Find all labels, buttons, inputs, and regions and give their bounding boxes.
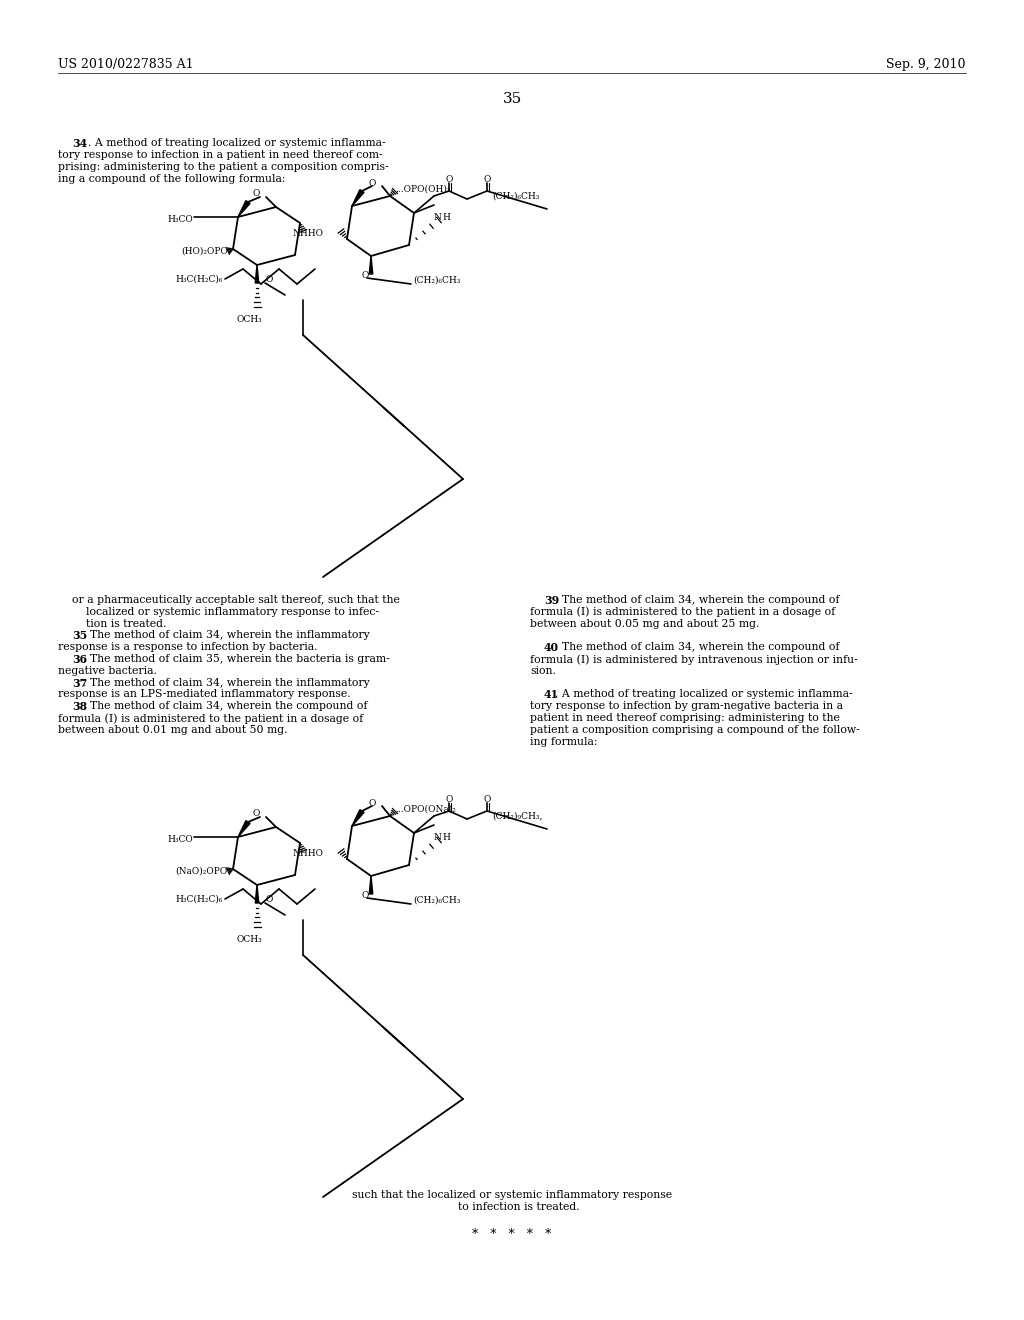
Text: 35: 35 <box>503 92 521 106</box>
Text: H₃CO: H₃CO <box>167 834 193 843</box>
Text: . A method of treating localized or systemic inflamma-: . A method of treating localized or syst… <box>88 139 386 148</box>
Text: (CH₂)₆CH₃: (CH₂)₆CH₃ <box>413 895 461 904</box>
Text: . The method of claim 34, wherein the inflammatory: . The method of claim 34, wherein the in… <box>83 631 370 640</box>
Text: such that the localized or systemic inflammatory response: such that the localized or systemic infl… <box>352 1191 672 1200</box>
Text: (CH₂)₆CH₃: (CH₂)₆CH₃ <box>413 276 461 285</box>
Text: O: O <box>483 795 490 804</box>
Polygon shape <box>370 256 373 275</box>
Text: to infection is treated.: to infection is treated. <box>444 1203 580 1212</box>
Text: ...OPO(OH)₂: ...OPO(OH)₂ <box>395 185 451 194</box>
Text: formula (I) is administered to the patient in a dosage of: formula (I) is administered to the patie… <box>58 713 364 723</box>
Text: H₃C(H₂C)₆: H₃C(H₂C)₆ <box>176 275 223 284</box>
Text: . The method of claim 34, wherein the compound of: . The method of claim 34, wherein the co… <box>555 595 840 605</box>
Polygon shape <box>238 821 250 837</box>
Text: negative bacteria.: negative bacteria. <box>58 665 157 676</box>
Text: H₃C(H₂C)₆: H₃C(H₂C)₆ <box>176 895 223 903</box>
Text: . The method of claim 34, wherein the compound of: . The method of claim 34, wherein the co… <box>83 701 368 711</box>
Text: O: O <box>252 190 260 198</box>
Text: O: O <box>361 891 369 900</box>
Text: O: O <box>445 174 453 183</box>
Text: (CH₂)₆CH₃: (CH₂)₆CH₃ <box>492 191 540 201</box>
Text: NHHO: NHHO <box>293 228 324 238</box>
Text: sion.: sion. <box>530 665 556 676</box>
Text: 41: 41 <box>544 689 559 701</box>
Text: N: N <box>434 213 442 222</box>
Text: 34: 34 <box>72 139 87 149</box>
Text: (HO)₂OPO: (HO)₂OPO <box>181 247 228 256</box>
Text: O: O <box>265 276 272 285</box>
Text: tion is treated.: tion is treated. <box>58 619 166 628</box>
Text: between about 0.05 mg and about 25 mg.: between about 0.05 mg and about 25 mg. <box>530 619 760 628</box>
Text: between about 0.01 mg and about 50 mg.: between about 0.01 mg and about 50 mg. <box>58 725 288 735</box>
Text: 38: 38 <box>72 701 87 713</box>
Text: ing a compound of the following formula:: ing a compound of the following formula: <box>58 174 286 183</box>
Text: tory response to infection in a patient in need thereof com-: tory response to infection in a patient … <box>58 150 383 160</box>
Text: O: O <box>369 799 376 808</box>
Text: N: N <box>434 833 442 842</box>
Polygon shape <box>238 201 250 216</box>
Text: patient in need thereof comprising: administering to the: patient in need thereof comprising: admi… <box>530 713 840 723</box>
Text: 35: 35 <box>72 631 87 642</box>
Polygon shape <box>352 190 365 206</box>
Text: O: O <box>361 272 369 281</box>
Text: H₃CO: H₃CO <box>167 214 193 223</box>
Text: . The method of claim 34, wherein the compound of: . The method of claim 34, wherein the co… <box>555 643 840 652</box>
Text: OCH₃: OCH₃ <box>237 935 262 944</box>
Text: Sep. 9, 2010: Sep. 9, 2010 <box>887 58 966 71</box>
Text: *   *   *   *   *: * * * * * <box>472 1228 552 1241</box>
Text: formula (I) is administered by intravenous injection or infu-: formula (I) is administered by intraveno… <box>530 653 858 664</box>
Text: (CH₂)₉CH₃,: (CH₂)₉CH₃, <box>492 812 543 821</box>
Text: response is an LPS-mediated inflammatory response.: response is an LPS-mediated inflammatory… <box>58 689 350 700</box>
Text: 40: 40 <box>544 643 559 653</box>
Text: OCH₃: OCH₃ <box>237 315 262 323</box>
Text: . The method of claim 35, wherein the bacteria is gram-: . The method of claim 35, wherein the ba… <box>83 653 390 664</box>
Text: formula (I) is administered to the patient in a dosage of: formula (I) is administered to the patie… <box>530 607 836 618</box>
Text: H: H <box>442 833 450 842</box>
Text: . A method of treating localized or systemic inflamma-: . A method of treating localized or syst… <box>555 689 853 700</box>
Polygon shape <box>255 884 259 903</box>
Text: NHHO: NHHO <box>293 849 324 858</box>
Text: 39: 39 <box>544 595 559 606</box>
Text: O: O <box>265 895 272 904</box>
Text: O: O <box>369 178 376 187</box>
Text: ing formula:: ing formula: <box>530 737 597 747</box>
Text: localized or systemic inflammatory response to infec-: localized or systemic inflammatory respo… <box>58 607 379 616</box>
Text: patient a composition comprising a compound of the follow-: patient a composition comprising a compo… <box>530 725 860 735</box>
Text: prising: administering to the patient a composition compris-: prising: administering to the patient a … <box>58 162 389 172</box>
Polygon shape <box>255 265 259 282</box>
Text: 37: 37 <box>72 677 87 689</box>
Text: O: O <box>252 809 260 818</box>
Text: US 2010/0227835 A1: US 2010/0227835 A1 <box>58 58 194 71</box>
Text: . The method of claim 34, wherein the inflammatory: . The method of claim 34, wherein the in… <box>83 677 370 688</box>
Text: H: H <box>442 213 450 222</box>
Text: tory response to infection by gram-negative bacteria in a: tory response to infection by gram-negat… <box>530 701 843 711</box>
Polygon shape <box>370 876 373 894</box>
Text: response is a response to infection by bacteria.: response is a response to infection by b… <box>58 643 317 652</box>
Text: O: O <box>483 174 490 183</box>
Text: O: O <box>445 795 453 804</box>
Text: (NaO)₂OPO: (NaO)₂OPO <box>176 866 228 875</box>
Text: ...OPO(ONa)₂: ...OPO(ONa)₂ <box>395 804 456 813</box>
Text: or a pharmaceutically acceptable salt thereof, such that the: or a pharmaceutically acceptable salt th… <box>58 595 400 605</box>
Polygon shape <box>352 809 365 826</box>
Text: 36: 36 <box>72 653 87 665</box>
